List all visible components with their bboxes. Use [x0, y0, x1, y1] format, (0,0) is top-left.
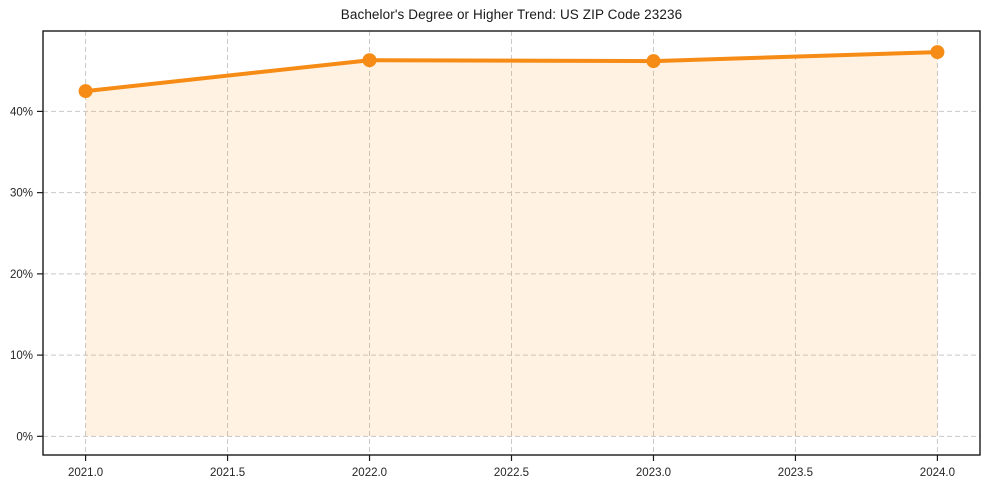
- x-tick-label: 2021.5: [210, 467, 245, 479]
- trend-line: [83, 50, 940, 94]
- data-point-2024: [930, 45, 945, 60]
- y-tick-label: 30%: [10, 188, 33, 200]
- x-tick-label: 2023.5: [778, 467, 813, 479]
- x-tick-label: 2023.0: [636, 467, 671, 479]
- chart-title: Bachelor's Degree or Higher Trend: US ZI…: [340, 7, 683, 22]
- x-tick-label: 2022.5: [494, 467, 529, 479]
- y-tick-label: 10%: [10, 350, 33, 362]
- area-fill: [85, 52, 938, 437]
- data-point-2023: [646, 54, 661, 69]
- x-tick-label: 2022.0: [352, 467, 387, 479]
- data-point-2021: [78, 84, 93, 99]
- x-tick-label: 2021.0: [68, 467, 103, 479]
- y-tick-label: 0%: [16, 431, 33, 443]
- y-tick-label: 20%: [10, 269, 33, 281]
- x-tick-label: 2024.0: [920, 467, 955, 479]
- data-point-2022: [362, 53, 377, 68]
- y-tick-label: 40%: [10, 106, 33, 118]
